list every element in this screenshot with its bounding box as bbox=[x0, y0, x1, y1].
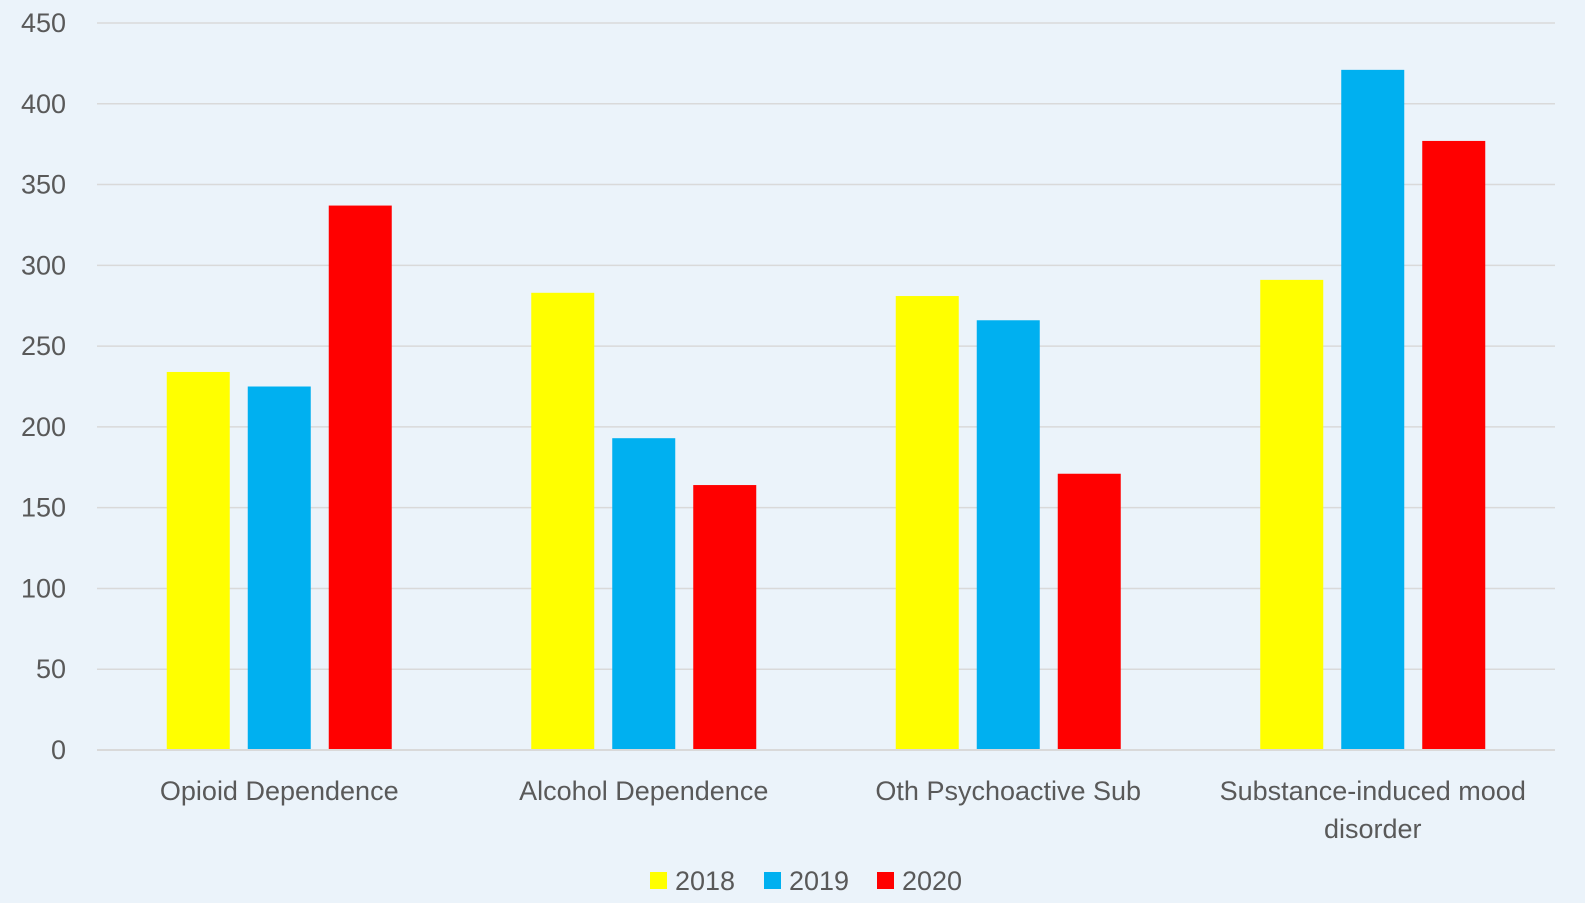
y-tick-label: 250 bbox=[21, 331, 66, 361]
x-category-label-line: Alcohol Dependence bbox=[519, 776, 768, 806]
legend-label-2020: 2020 bbox=[902, 866, 962, 896]
legend-label-2019: 2019 bbox=[789, 866, 849, 896]
bar-2019-1 bbox=[612, 438, 676, 750]
bar-2020-1 bbox=[693, 485, 757, 750]
bar-2020-2 bbox=[1057, 473, 1121, 750]
bar-2018-0 bbox=[166, 371, 230, 750]
y-tick-label: 200 bbox=[21, 412, 66, 442]
bars bbox=[166, 69, 1486, 751]
y-tick-label: 400 bbox=[21, 89, 66, 119]
y-tick-label: 0 bbox=[51, 735, 66, 765]
bar-2019-3 bbox=[1341, 69, 1405, 750]
x-category-label: Substance-induced mood disorder bbox=[1220, 776, 1526, 844]
x-category-label-line: disorder bbox=[1324, 814, 1422, 844]
y-tick-label: 100 bbox=[21, 573, 66, 603]
legend-swatch-2018 bbox=[650, 872, 667, 889]
x-axis: Opioid Dependence Alcohol Dependence Oth P… bbox=[97, 749, 1555, 844]
x-category-label: Alcohol Dependence bbox=[519, 776, 768, 806]
x-category-label: Oth Psychoactive Sub bbox=[875, 776, 1141, 806]
y-tick-label: 450 bbox=[21, 8, 66, 38]
y-tick-label: 350 bbox=[21, 170, 66, 200]
y-tick-label: 300 bbox=[21, 250, 66, 280]
y-axis: 0 50 100 150 200 250 300 350 400 450 bbox=[21, 8, 66, 765]
x-category-label: Opioid Dependence bbox=[160, 776, 399, 806]
bar-2019-2 bbox=[976, 320, 1040, 750]
legend-swatch-2019 bbox=[764, 872, 781, 889]
x-category-label-line: Opioid Dependence bbox=[160, 776, 399, 806]
bar-2018-2 bbox=[895, 296, 959, 750]
bar-2018-3 bbox=[1260, 279, 1324, 750]
bar-2018-1 bbox=[531, 292, 595, 750]
x-category-label-line: Oth Psychoactive Sub bbox=[875, 776, 1141, 806]
legend-label-2018: 2018 bbox=[675, 866, 735, 896]
bar-2019-0 bbox=[247, 386, 311, 750]
legend: 2018 2019 2020 bbox=[650, 866, 962, 896]
legend-swatch-2020 bbox=[877, 872, 894, 889]
y-tick-label: 150 bbox=[21, 493, 66, 523]
bar-2020-3 bbox=[1422, 140, 1486, 751]
y-tick-label: 50 bbox=[36, 654, 66, 684]
bar-2020-0 bbox=[328, 205, 392, 750]
x-category-label-line: Substance-induced mood bbox=[1220, 776, 1526, 806]
